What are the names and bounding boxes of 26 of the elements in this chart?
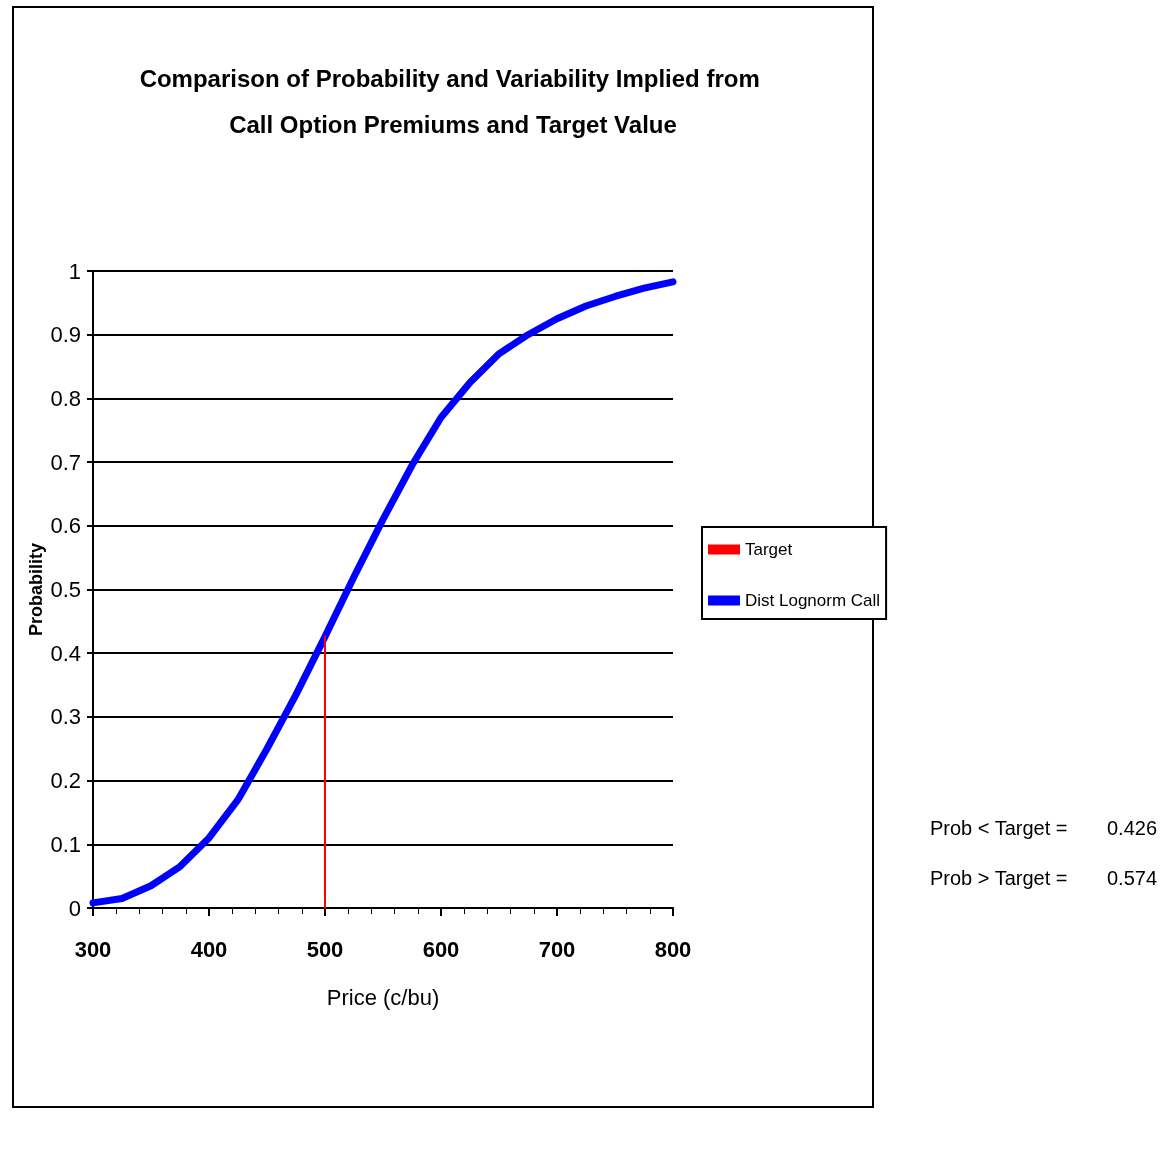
- y-tick-label: 1: [68, 258, 81, 284]
- text: Prob > Target =: [930, 867, 1068, 889]
- legend-label: Target: [745, 540, 793, 559]
- y-axis-title: Probability: [26, 542, 46, 637]
- y-tick-label: 0.6: [50, 513, 81, 539]
- y-tick-label: 0.9: [50, 322, 81, 348]
- text: Prob < Target =: [930, 817, 1068, 839]
- x-tick-label: 600: [422, 936, 460, 962]
- y-tick-label: 0.4: [50, 640, 81, 666]
- legend-label: Dist Lognorm Call: [745, 591, 881, 610]
- x-tick-label: 500: [306, 936, 344, 962]
- y-tick-label: 0.8: [50, 385, 81, 411]
- y-tick-label: 0.7: [50, 449, 81, 475]
- x-tick-label: 300: [74, 936, 112, 962]
- x-tick-label: 700: [538, 936, 576, 962]
- y-tick-label: 0.3: [50, 704, 81, 730]
- text: 0.574: [1106, 867, 1158, 889]
- chart-title: Comparison of Probability and Variability Implied from Call Option Premiums and Target Value: [139, 64, 767, 138]
- y-tick-label: 0.5: [50, 577, 81, 602]
- text: 0.426: [1106, 817, 1158, 839]
- x-axis-title: Price (c/bu): [326, 984, 440, 1010]
- y-tick-label: 0.2: [50, 768, 81, 794]
- x-tick-label: 400: [190, 936, 228, 962]
- x-tick-label: 800: [654, 936, 692, 962]
- y-tick-label: 0.1: [50, 831, 81, 857]
- y-tick-label: 0: [68, 895, 81, 921]
